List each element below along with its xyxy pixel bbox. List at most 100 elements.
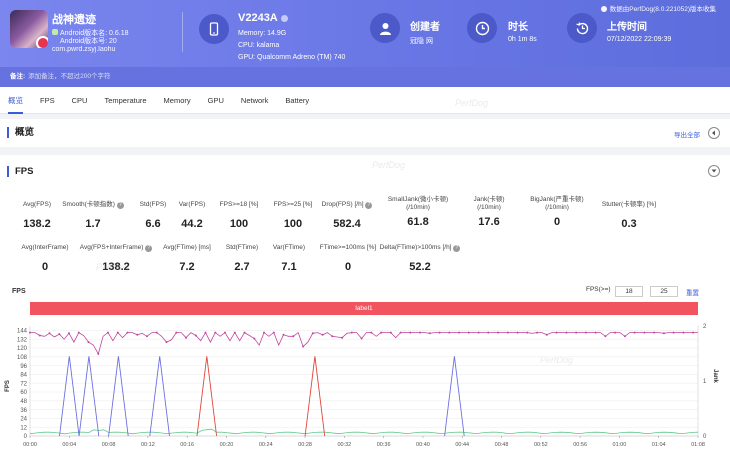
metric-value: 52.2: [409, 261, 431, 273]
android-code: Android版本号: 20: [60, 38, 117, 45]
x-tick-label: 00:44: [455, 442, 469, 448]
help-icon[interactable]: ?: [145, 245, 153, 252]
fps-point: [555, 331, 558, 334]
metric-label: Avg(FTime) [ms]: [163, 244, 211, 251]
y-tick-label: 84: [20, 373, 27, 379]
metric: Std(FTime) 2.7: [197, 244, 287, 273]
fps-point: [458, 331, 461, 334]
tab-概览[interactable]: 概览: [8, 87, 23, 114]
device-memory: Memory: 14.9G: [238, 30, 287, 37]
app-badge-icon: [36, 36, 48, 48]
metric-value: 0: [553, 216, 561, 228]
fps-point: [623, 335, 626, 338]
tab-memory[interactable]: Memory: [163, 95, 191, 105]
metric-label: Delta(FTime)>100ms [/h] ?: [375, 244, 465, 252]
y-tick-label: 24: [20, 417, 27, 423]
app-package: com.pwrd.zsyj.laohu: [52, 46, 116, 53]
x-tick-label: 00:32: [337, 442, 351, 448]
duration-title: 时长: [508, 22, 528, 33]
metric-label: Drop(FPS) [/h] ?: [302, 201, 392, 209]
collapse-left-icon[interactable]: [708, 127, 720, 139]
fps-point: [389, 331, 392, 334]
metric: Jank(卡顿) (/10min) 17.6: [444, 196, 534, 228]
fps-point: [467, 331, 470, 334]
remark-bar[interactable]: 备注: 添加备注，不超过200个字符: [0, 67, 730, 87]
fps-point: [214, 331, 217, 334]
metric-label: FPS>=18 [%]: [219, 201, 259, 208]
metric-label-unit: (/10min): [406, 204, 430, 211]
metric-label: Std(FPS): [139, 201, 167, 208]
fps-point: [126, 331, 129, 334]
app-name: 战神遗迹: [52, 14, 96, 26]
y-tick-label: 132: [17, 337, 28, 343]
fps-point: [263, 331, 265, 334]
metric: Avg(FTime) [ms] 7.2: [142, 244, 232, 273]
upload-title: 上传时间: [607, 22, 647, 33]
fps-point: [331, 335, 334, 338]
metric: Avg(FPS) 138.2: [0, 201, 82, 230]
metric: Avg(FPS+InterFrame) ? 138.2: [71, 244, 161, 273]
x-tick-label: 00:08: [102, 442, 116, 448]
tab-gpu[interactable]: GPU: [207, 95, 224, 105]
help-icon[interactable]: ?: [116, 202, 124, 209]
tab-battery[interactable]: Battery: [285, 95, 310, 105]
fps-point: [58, 333, 61, 336]
x-tick-label: 00:24: [259, 442, 273, 448]
fps-point: [672, 331, 675, 334]
x-tick-label: 00:52: [534, 442, 548, 448]
upload-value: 07/12/2022 22:09:39: [607, 36, 672, 43]
metric-value: 61.8: [407, 216, 429, 228]
fps-point: [438, 331, 441, 334]
fps-point: [409, 331, 412, 334]
metric: Avg(InterFrame) 0: [0, 244, 90, 273]
x-tick-label: 00:04: [62, 442, 76, 448]
fps-point: [116, 331, 119, 334]
tab-fps[interactable]: FPS: [40, 95, 55, 105]
fps-point: [292, 335, 295, 338]
x-tick-label: 00:40: [416, 442, 430, 448]
fps-threshold-1-input[interactable]: 18: [615, 286, 643, 297]
fps-point: [253, 337, 256, 340]
creator-title: 创建者: [410, 22, 440, 33]
fps-point: [614, 331, 617, 334]
metric-label-unit: (/10min): [477, 204, 501, 211]
y-tick-label: 72: [20, 381, 27, 387]
small-jank-peak: [149, 356, 170, 437]
fps-point: [302, 345, 305, 348]
fps-point: [399, 331, 402, 334]
remark-placeholder[interactable]: 添加备注，不超过200个字符: [28, 73, 111, 80]
help-icon[interactable]: ?: [453, 245, 461, 252]
collapse-down-icon[interactable]: [708, 165, 720, 177]
x-tick-label: 00:28: [298, 442, 312, 448]
tab-cpu[interactable]: CPU: [71, 95, 88, 105]
metric-value: 100: [229, 218, 249, 230]
y-tick-label: 48: [20, 399, 27, 405]
tab-temperature[interactable]: Temperature: [104, 95, 147, 105]
metric-label: Stutter(卡顿率) [%]: [601, 201, 657, 208]
label-bar[interactable]: label1: [30, 302, 698, 315]
metric-label: Var(FTime): [272, 244, 306, 251]
y-tick-label: 60: [20, 390, 27, 396]
tab-network[interactable]: Network: [240, 95, 269, 105]
fps-chart[interactable]: 01224364860728496108120132144012FPSJank0…: [0, 316, 730, 449]
overview-section: 概览 导出全部: [0, 119, 730, 147]
export-all-link[interactable]: 导出全部: [674, 132, 700, 139]
y-tick-label: 120: [17, 346, 28, 352]
help-icon[interactable]: ?: [365, 202, 373, 209]
fps-point: [516, 331, 519, 334]
x-tick-label: 00:12: [141, 442, 155, 448]
fps-point: [282, 333, 285, 336]
fps-point: [185, 336, 187, 339]
info-dot-icon: [600, 6, 607, 12]
metric-label: Avg(InterFrame): [21, 244, 69, 251]
y2-tick-label: 2: [703, 324, 707, 330]
fps-point: [653, 331, 656, 334]
fps-threshold-2-input[interactable]: 25: [650, 286, 678, 297]
phone-icon: [199, 14, 229, 44]
info-icon[interactable]: [280, 14, 288, 22]
reset-link[interactable]: 重置: [686, 290, 699, 297]
x-tick-label: 01:00: [613, 442, 627, 448]
x-tick-label: 00:16: [180, 442, 194, 448]
metric: BigJank(严重卡顿) (/10min) 0: [512, 196, 602, 228]
fps-point: [633, 331, 636, 334]
